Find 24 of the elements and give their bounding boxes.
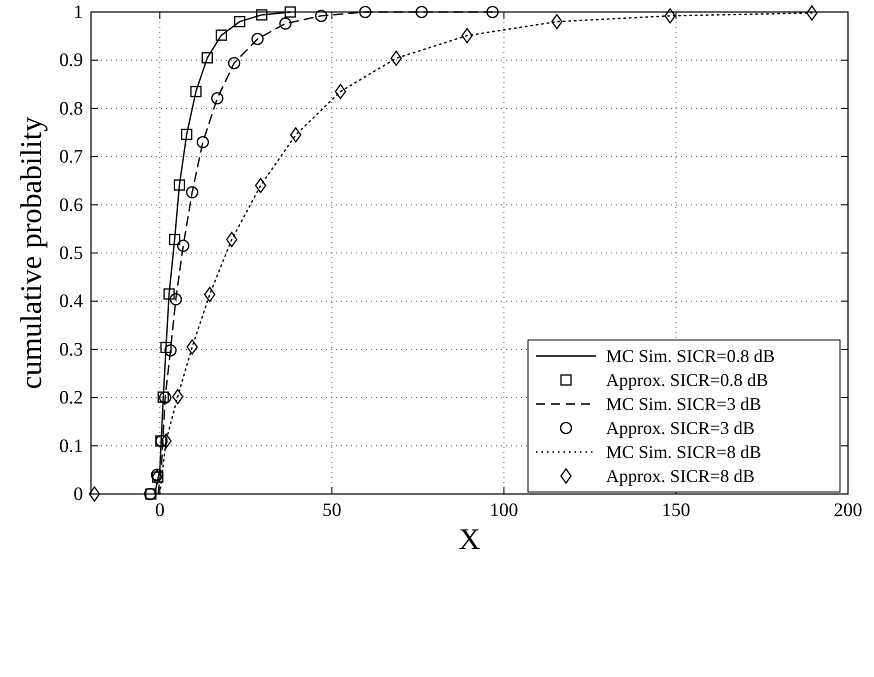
y-axis-title: cumulative probability (15, 116, 48, 390)
y-tick-label: 1 (74, 2, 83, 23)
y-tick-label: 0.5 (59, 243, 83, 264)
y-tick-label: 0 (74, 484, 83, 505)
x-tick-label: 0 (155, 500, 165, 521)
x-tick-label: 100 (490, 500, 518, 521)
y-tick-label: 0.7 (59, 146, 83, 168)
legend-label: MC Sim. SICR=8 dB (606, 442, 762, 462)
x-tick-label: 150 (662, 500, 690, 521)
y-tick-label: 0.4 (59, 291, 84, 312)
legend-label: Approx. SICR=3 dB (606, 418, 755, 438)
legend-label: Approx. SICR=8 dB (606, 466, 755, 486)
y-tick-label: 0.3 (59, 339, 83, 360)
x-tick-label: 50 (322, 500, 342, 521)
y-tick-label: 0.2 (59, 388, 83, 409)
x-axis-title: X (458, 523, 481, 556)
legend-label: MC Sim. SICR=0.8 dB (606, 346, 775, 366)
y-tick-label: 0.6 (59, 194, 83, 216)
y-tick-label: 0.8 (59, 98, 83, 120)
y-tick-label: 0.1 (59, 436, 83, 457)
legend-label: Approx. SICR=0.8 dB (606, 370, 768, 390)
legend-label: MC Sim. SICR=3 dB (606, 394, 762, 414)
y-tick-label: 0.9 (59, 50, 83, 72)
x-tick-label: 200 (834, 500, 862, 521)
